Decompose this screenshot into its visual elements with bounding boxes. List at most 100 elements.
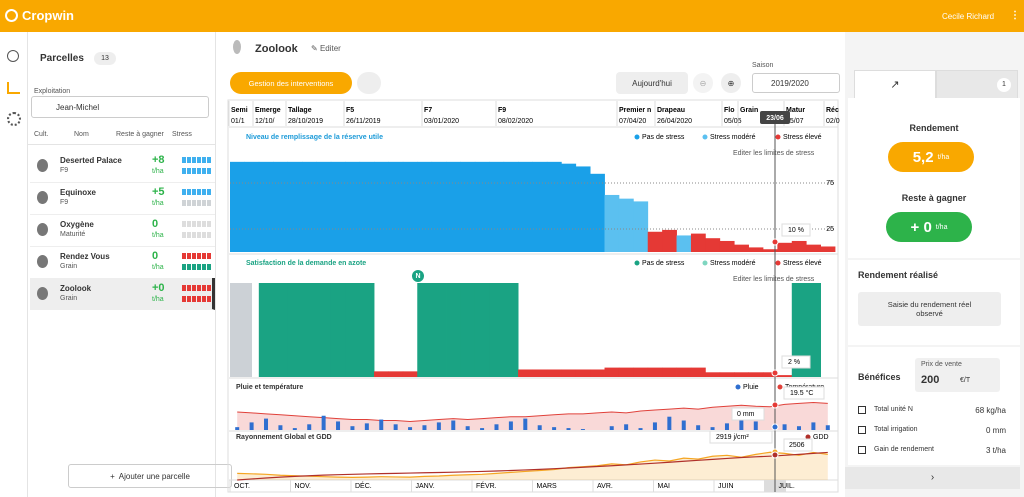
tab-list[interactable]: 1	[936, 70, 1018, 100]
rain-bar	[249, 422, 254, 430]
month-label: MARS	[537, 483, 558, 490]
stage-name: F7	[424, 107, 432, 114]
parcel-row[interactable]: Equinoxe F9 +5 t/ha	[30, 182, 215, 215]
settings-icon[interactable]	[7, 112, 21, 126]
month-label: FÉVR.	[476, 481, 497, 490]
map-icon[interactable]	[7, 50, 19, 62]
stress-cell	[182, 200, 186, 206]
stress-bar	[316, 283, 332, 377]
stress-bar	[604, 367, 620, 377]
stress-cell	[207, 168, 211, 174]
benefit-icon	[858, 446, 866, 454]
parcel-unit: t/ha	[152, 168, 164, 175]
tab-yield[interactable]: ↗	[854, 70, 936, 99]
rain-bar	[681, 420, 686, 430]
edit-limits-link[interactable]: Editer les limites de stress	[733, 276, 815, 283]
count-badge: 13	[94, 52, 116, 65]
user-name[interactable]: Cecile Richard	[942, 12, 995, 21]
parcel-row[interactable]: Oxygène Maturité 0 t/ha	[30, 214, 215, 247]
stress-cell	[207, 264, 211, 270]
realized-button[interactable]: Saisie du rendement réel observé	[858, 292, 1001, 326]
stress-bar	[446, 161, 461, 252]
marker-button[interactable]	[357, 72, 381, 94]
farm-select[interactable]: Jean-Michel	[31, 96, 209, 118]
stress-cell	[192, 168, 196, 174]
stress-cell	[202, 168, 206, 174]
stress-bar	[388, 371, 404, 377]
stress-bar	[734, 372, 749, 377]
legend-dot	[775, 134, 781, 140]
month-label: JUIL.	[779, 483, 795, 490]
cursor-tag	[783, 386, 825, 400]
stress-bar	[546, 161, 562, 252]
season-select[interactable]: 2019/2020	[752, 73, 840, 93]
stress-cell	[207, 200, 211, 206]
header-rule	[28, 144, 215, 145]
price-box[interactable]: Prix de vente 200 €/T	[915, 358, 1000, 392]
stress-bar	[820, 246, 836, 252]
stage-name: Emerge	[255, 107, 281, 114]
stress-cell	[197, 157, 201, 163]
month-label: DÉC.	[355, 481, 372, 490]
rain-bar	[739, 418, 744, 430]
rain-bar	[292, 428, 297, 430]
stress-bar	[575, 369, 591, 377]
stress-bar	[705, 372, 721, 377]
rain-bar	[422, 425, 427, 430]
stress-cell	[207, 296, 211, 302]
interventions-button[interactable]: Gestion des interventions	[230, 72, 352, 94]
remaining-value: + 0	[910, 218, 932, 236]
stress-cell	[202, 253, 206, 259]
stress-bar	[359, 161, 375, 252]
stress-bar	[734, 244, 749, 252]
parcel-gain: 0	[152, 218, 159, 230]
parcel-row[interactable]: Deserted Palace F9 +8 t/ha	[30, 150, 215, 183]
today-button[interactable]: Aujourd'hui	[616, 72, 688, 94]
yield-pill: 5,2 t/ha	[888, 142, 974, 172]
stress-bar	[230, 161, 245, 252]
rain-bar	[638, 428, 643, 430]
stress-cell	[187, 232, 191, 238]
edit-link[interactable]: ✎ Editer	[311, 44, 341, 53]
stress-bar	[690, 367, 706, 377]
stress-bar	[330, 283, 346, 377]
stress-bar	[244, 161, 260, 252]
stress-bar	[374, 161, 389, 252]
benefit-value: 3 t/ha	[985, 446, 1006, 455]
stress-bar	[618, 367, 634, 377]
stress-cell	[202, 264, 206, 270]
rain-bar	[364, 423, 369, 430]
next-button[interactable]: ›	[845, 467, 1020, 489]
add-parcel-button[interactable]: + Ajouter une parcelle	[68, 464, 232, 488]
stress-cell	[207, 285, 211, 291]
stage-name: Semi	[231, 107, 248, 114]
stress-cell	[192, 253, 196, 259]
legend-dot	[634, 260, 640, 266]
remaining-unit: t/ha	[935, 223, 948, 231]
cursor-label: 2919 j/cm²	[716, 434, 749, 441]
chart-icon[interactable]	[7, 82, 20, 94]
stage-name: Drapeau	[657, 107, 685, 114]
parcel-row[interactable]: Zoolook Grain +0 t/ha	[30, 278, 215, 310]
legend-dot	[702, 260, 708, 266]
stress-bar	[590, 173, 605, 252]
menu[interactable]: ⋮	[1010, 10, 1020, 21]
parcel-gain: +5	[152, 186, 165, 198]
stress-bar	[446, 283, 461, 377]
stage-date: 05/07	[786, 118, 804, 125]
stress-cell	[202, 285, 206, 291]
stress-bar	[431, 161, 447, 252]
zoom-out[interactable]: ⊖	[693, 73, 713, 93]
cursor-dot	[771, 451, 779, 459]
stress-cell	[187, 253, 191, 259]
rain-bar	[552, 427, 557, 430]
stress-cell	[182, 157, 186, 163]
stress-cell	[192, 189, 196, 195]
edit-limits-link[interactable]: Editer les limites de stress	[733, 150, 815, 157]
stress-bar	[791, 240, 807, 252]
cursor-dot	[771, 401, 779, 409]
zoom-in[interactable]: ⊕	[721, 73, 741, 93]
yield-title: Rendement	[909, 123, 959, 133]
stress-bar	[402, 371, 418, 377]
rain-bar	[624, 424, 629, 430]
